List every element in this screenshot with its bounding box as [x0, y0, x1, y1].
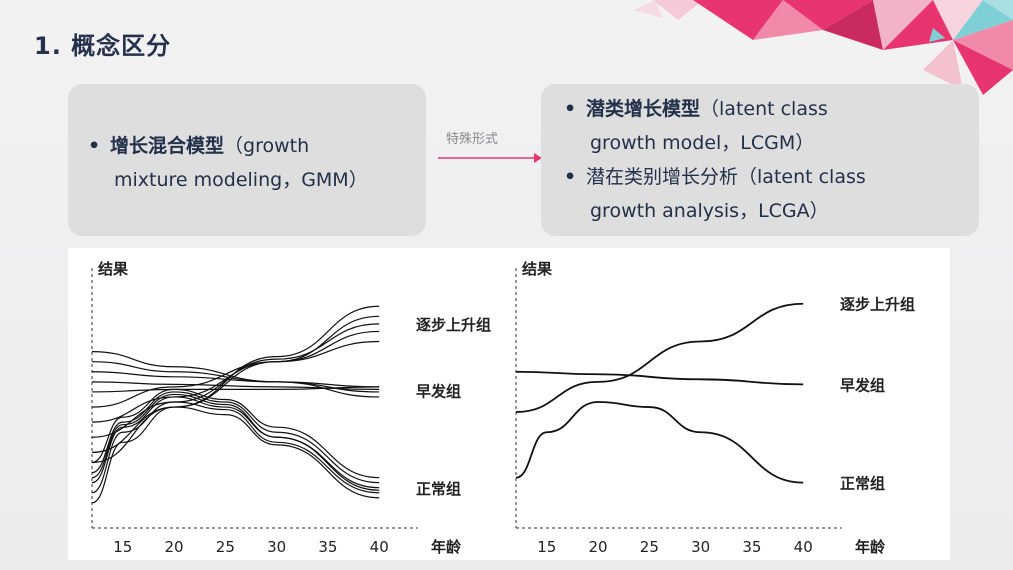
lcgm-box [541, 84, 979, 236]
series-line [91, 406, 380, 504]
lcgm-name-en-rest: growth model，LCGM） [590, 132, 815, 154]
lcga-name-en-rest: growth analysis，LCGA） [590, 200, 829, 222]
x-tick-label: 30 [267, 538, 286, 556]
lcga-bullet: • 潜在类别增长分析（latent class growth analysis，L… [564, 160, 866, 228]
series-line [91, 391, 380, 484]
series-line [91, 361, 380, 393]
lcgm-bullet: • 潜类增长模型（latent class growth model，LCGM） [564, 92, 866, 160]
trajectory-charts: 结果 15 20 25 30 35 40 年龄 逐步上升组早发组正常组 结果 15 20 25 30 35 4… [68, 248, 950, 560]
class-label: 早发组 [416, 382, 461, 400]
slide-title: 1. 概念区分 [34, 32, 172, 60]
x-tick-label: 15 [537, 538, 556, 556]
x-tick-label: 20 [589, 538, 608, 556]
x-tick-label: 25 [640, 538, 659, 556]
x-tick-label: 15 [113, 538, 132, 556]
y-axis-label: 结果 [522, 260, 553, 278]
series-line [91, 388, 380, 479]
series-line [91, 396, 380, 489]
bullet-dot: • [564, 98, 577, 120]
series-line [91, 315, 380, 453]
gmm-name-en-start: （growth [224, 135, 310, 157]
x-tick-label: 20 [165, 538, 184, 556]
lcga-name-zh: 潜在类别增长分析 [586, 166, 739, 188]
class-label: 正常组 [416, 480, 461, 498]
series-line [91, 371, 380, 388]
bullet-dot: • [564, 166, 577, 188]
lcgm-bullets: • 潜类增长模型（latent class growth model，LCGM） … [564, 92, 866, 228]
series-line [91, 305, 380, 464]
series-line [91, 393, 380, 491]
arrow-label: 特殊形式 [446, 132, 499, 147]
class-label: 早发组 [840, 376, 885, 394]
x-tick-label: 35 [318, 538, 337, 556]
class-label: 逐步上升组 [416, 316, 491, 334]
series-line [91, 386, 380, 393]
lcga-name-en-start: （latent class [738, 166, 866, 188]
x-tick-label: 40 [370, 538, 389, 556]
series-line [91, 401, 380, 494]
series-line [515, 302, 804, 413]
x-axis-label: 年龄 [855, 538, 886, 556]
lcgm-name-zh: 潜类增长模型 [586, 98, 701, 120]
arrow-right-icon [438, 153, 542, 163]
gmm-bullet: • 增长混合模型（growth mixture modeling，GMM） [88, 129, 368, 197]
series-line [91, 340, 380, 408]
series-line [515, 370, 804, 386]
y-axis-label: 结果 [98, 260, 129, 278]
bullet-dot: • [88, 135, 101, 157]
x-tick-label: 30 [691, 538, 710, 556]
gmm-box [68, 84, 426, 236]
series-line [515, 401, 804, 484]
class-label: 逐步上升组 [840, 296, 915, 314]
x-axis-label: 年龄 [431, 538, 462, 556]
lcgm-name-en-start: （latent class [700, 98, 828, 120]
x-tick-label: 25 [216, 538, 235, 556]
x-tick-label: 35 [742, 538, 761, 556]
series-line [91, 351, 380, 398]
gmm-name-en-rest: mixture modeling，GMM） [114, 169, 368, 191]
series-line [91, 323, 380, 438]
class-label: 正常组 [840, 475, 885, 493]
geometric-decoration [633, 0, 1013, 95]
gmm-name-zh: 增长混合模型 [110, 135, 225, 157]
x-tick-label: 40 [794, 538, 813, 556]
